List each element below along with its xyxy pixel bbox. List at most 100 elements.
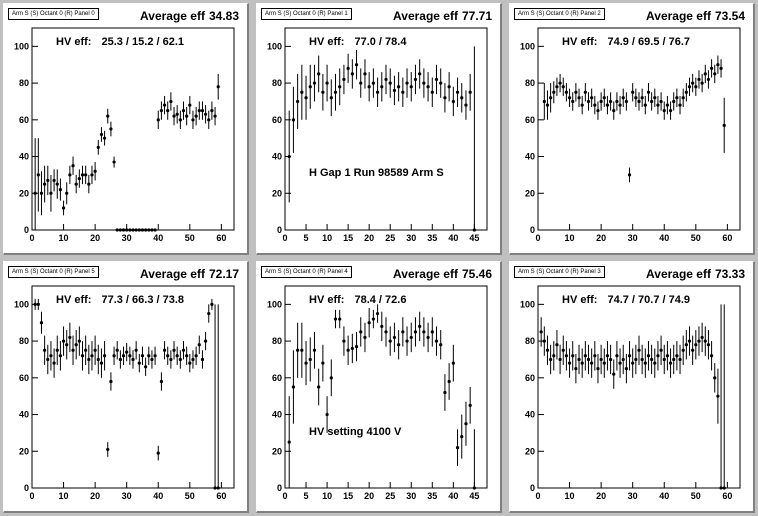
panel-4-point xyxy=(346,348,350,352)
panel-1-point xyxy=(392,88,397,93)
panel-1-point xyxy=(455,90,460,94)
panel-0-point xyxy=(210,109,214,113)
panel-3-point xyxy=(43,348,47,352)
panel-5-xtick-label: 30 xyxy=(628,491,638,501)
panel-4-point xyxy=(384,330,388,334)
panel-2-point xyxy=(567,96,572,100)
panel-3-point xyxy=(166,354,170,358)
panel-1-hv-values: 77.0 / 78.4 xyxy=(354,36,407,48)
panel-4-point xyxy=(447,379,451,384)
panel-0-average-label: Average eff xyxy=(140,9,205,23)
panel-0-point xyxy=(74,182,78,186)
panel-1-point xyxy=(321,90,325,94)
panel-1-point xyxy=(413,77,418,82)
panel-1-point xyxy=(405,81,409,85)
panel-0-point xyxy=(121,228,126,232)
panel-1-point xyxy=(418,72,422,76)
panel-1-point xyxy=(397,85,401,89)
panel-5-frame xyxy=(537,285,741,489)
panel-2-point xyxy=(634,96,638,100)
panel-1-point xyxy=(333,90,338,94)
panel-4-point xyxy=(371,317,375,321)
panel-1-point xyxy=(375,90,380,94)
panel-0-point xyxy=(128,228,132,232)
panel-4-point xyxy=(405,339,409,343)
panel-4-point xyxy=(413,330,418,334)
panel-1-frame xyxy=(284,27,488,231)
panel-3-ytick-label: 0 xyxy=(24,483,29,493)
panel-4-point xyxy=(363,335,367,340)
panel-2-hv-values: 74.9 / 69.5 / 76.7 xyxy=(607,36,691,48)
panel-1-point xyxy=(325,81,329,85)
panel-0-point xyxy=(147,228,151,232)
panel-5-point xyxy=(665,354,670,358)
panel-4-xtick-label: 5 xyxy=(304,491,309,501)
panel-1-point xyxy=(359,81,363,85)
panel-5-point xyxy=(691,348,695,352)
panel-5-ytick-label: 60 xyxy=(525,373,535,383)
panel-1-point xyxy=(371,81,375,85)
panel-0-point xyxy=(77,176,81,181)
panel-3-point xyxy=(207,311,211,316)
panel-4-point xyxy=(401,330,405,334)
panel-3-point xyxy=(159,379,164,384)
panel-4-point xyxy=(338,317,342,321)
panel-3-point xyxy=(109,379,113,384)
panel-5-point xyxy=(558,357,562,362)
panel-0-ytick-label: 60 xyxy=(19,115,29,125)
panel-4-annotation: HV setting 4100 V xyxy=(309,426,402,438)
panel-1-point xyxy=(363,72,367,76)
panel-4-point xyxy=(443,390,447,395)
panel-5-point xyxy=(706,343,711,347)
panel-2-xtick-label: 20 xyxy=(596,233,606,243)
panel-3-point xyxy=(213,486,217,490)
panel-4-ytick-label: 20 xyxy=(272,446,282,456)
panel-0-point xyxy=(33,191,37,195)
panel-2-point xyxy=(713,72,717,76)
panel-1-ytick-label: 40 xyxy=(272,152,282,162)
panel-2-point xyxy=(577,96,581,100)
panel-0-point xyxy=(102,136,107,140)
panel-4-point xyxy=(354,345,359,349)
panel-3-ytick-label: 60 xyxy=(19,373,29,383)
panel-1-point xyxy=(342,77,346,82)
panel-3-point xyxy=(115,348,119,352)
panel-1-point xyxy=(388,81,392,85)
panel-5-point xyxy=(681,348,685,352)
panel-5-point xyxy=(716,394,720,398)
panel-4-point xyxy=(455,446,460,450)
panel-5-point xyxy=(697,339,701,343)
panel-5-xtick-label: 40 xyxy=(659,491,669,501)
panel-4-title: Arm S (S) Octant 0 (R) Panel 4 xyxy=(261,266,352,278)
panel-2-point xyxy=(561,85,565,89)
panel-4-point xyxy=(300,348,304,352)
panel-1-plot: 0 20 40 60 80 100 0 5 10 15 20 25 30 35 40 45 xyxy=(267,27,488,243)
panel-3-xtick-label: 10 xyxy=(59,491,69,501)
panel-4-point xyxy=(317,385,321,389)
panel-2-point xyxy=(583,90,587,94)
panel-1-point xyxy=(439,81,443,85)
panel-3-point xyxy=(181,348,186,352)
panel-5-point xyxy=(577,357,581,362)
panel-4-ytick-label: 40 xyxy=(272,410,282,420)
panel-4-frame xyxy=(284,285,488,489)
panel-2-point xyxy=(593,103,597,107)
panel-2-ytick-label: 100 xyxy=(520,41,535,51)
panel-2-point xyxy=(646,90,651,94)
panel-5-point xyxy=(567,361,572,365)
panel-0-point xyxy=(61,206,66,210)
panel-1-point xyxy=(422,81,426,85)
panel-2-point xyxy=(555,85,559,89)
panel-4-point xyxy=(380,324,384,328)
panel-5-point xyxy=(684,343,688,347)
panel-2-point xyxy=(694,85,698,89)
panel-0-point xyxy=(144,228,148,232)
panel-3-point xyxy=(134,348,138,352)
panel-1-point xyxy=(317,72,321,76)
panel-2-point xyxy=(719,66,723,70)
panel-5-xtick-label: 10 xyxy=(565,491,575,501)
panel-1-xtick-label: 30 xyxy=(406,233,416,243)
panel-5-point xyxy=(571,354,575,358)
panel-3-hv-label: HV eff: xyxy=(56,294,92,306)
panel-3-point xyxy=(162,348,167,352)
